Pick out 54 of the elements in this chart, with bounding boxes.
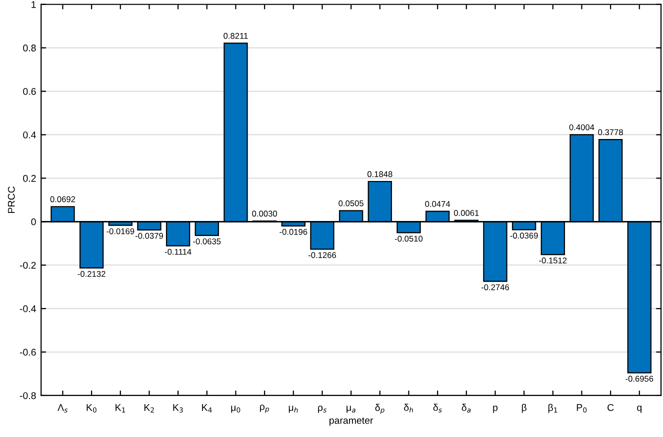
x-tick-label: β	[522, 404, 526, 413]
x-tick-label: Λ$_{s}$	[58, 404, 68, 413]
x-tick-label: ρ$_{p}$	[260, 404, 270, 413]
y-tick-label: 0.4	[23, 131, 36, 138]
x-tick-label: C	[608, 404, 614, 411]
data-label: -0.0635	[193, 238, 221, 244]
y-tick-label: -0.8	[20, 392, 36, 400]
data-label: -0.1266	[308, 252, 336, 258]
y-tick-label: -0.4	[20, 305, 36, 312]
y-tick-label: -0.2	[20, 262, 36, 269]
data-label: 0.3778	[598, 129, 623, 136]
y-tick-label: 0.8	[23, 44, 36, 52]
x-tick-label: ρ$_{s}$	[318, 406, 326, 413]
data-label: 0.8211	[224, 32, 248, 39]
data-label: -0.6956	[626, 376, 654, 382]
data-label: -0.0169	[106, 228, 134, 234]
x-tick-label: K$_{2}$	[144, 404, 154, 412]
x-tick-label: δ$_{p}$	[375, 404, 384, 414]
data-label: 0.1848	[367, 171, 392, 178]
x-tick-label: β$_{1}$	[548, 404, 558, 413]
x-tick-label: K$_{3}$	[173, 404, 183, 413]
x-tick-label: K$_{1}$	[116, 404, 126, 412]
data-label: -0.2132	[78, 270, 106, 277]
data-label: -0.0369	[510, 232, 538, 239]
data-label: 0.0061	[454, 210, 479, 216]
y-tick-label: 0.6	[23, 88, 36, 95]
y-tick-label: 0	[31, 218, 36, 226]
data-label: 0.0474	[425, 201, 450, 207]
data-label: -0.0510	[394, 236, 423, 242]
data-label: 0.4004	[569, 124, 594, 130]
x-tick-label: μ$_{a}$	[346, 406, 356, 413]
x-tick-label: K$_{4}$	[202, 404, 212, 412]
y-tick-label: 1	[32, 1, 36, 8]
data-label: -0.1114	[164, 248, 192, 255]
x-tick-label: δ$_{s}$	[433, 404, 442, 413]
data-label: -0.2746	[481, 284, 509, 290]
x-tick-label: δ$_{h}$	[404, 404, 414, 412]
x-tick-label: μ$_{0}$	[231, 406, 240, 413]
data-label: -0.1512	[539, 258, 567, 264]
data-label: 0.0030	[252, 210, 277, 217]
y-axis-title: PRCC	[8, 186, 15, 213]
y-tick-label: 0.2	[23, 174, 36, 182]
x-tick-label: P$_{0}$	[576, 404, 587, 413]
data-label: -0.0196	[280, 228, 308, 235]
y-tick-label: -0.6	[20, 348, 36, 356]
x-tick-label: μ$_{h}$	[288, 406, 298, 413]
x-tick-label: δ$_{a}$	[462, 404, 471, 413]
x-tick-label: K$_{0}$	[86, 404, 96, 413]
data-label: 0.0505	[338, 200, 364, 206]
x-axis-title: parameter	[330, 417, 374, 426]
x-tick-label: q	[637, 406, 642, 413]
x-tick-label: p	[493, 406, 498, 413]
data-label: -0.0379	[135, 232, 163, 239]
data-label: 0.0692	[50, 196, 76, 202]
